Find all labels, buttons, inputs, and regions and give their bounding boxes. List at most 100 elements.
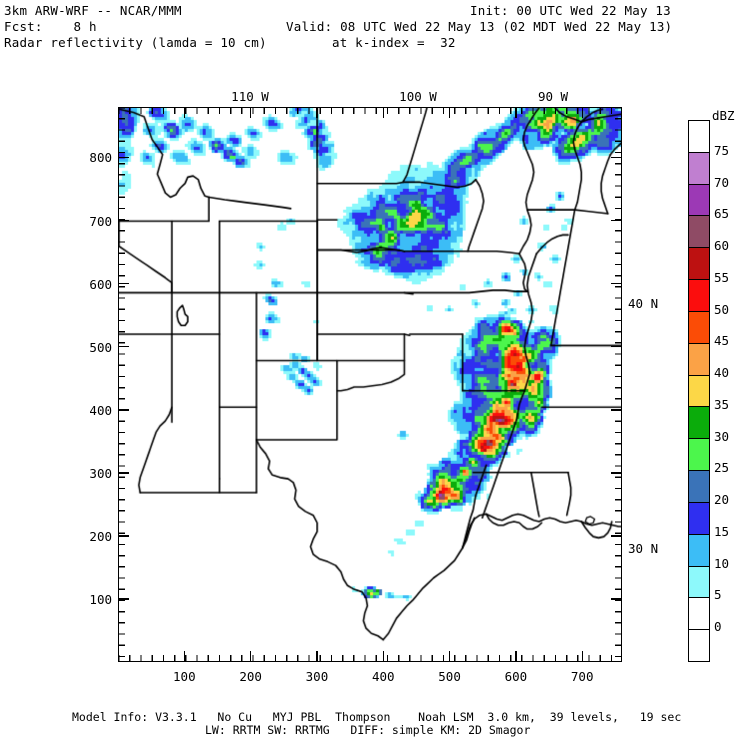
colorbar-cell-20-25 [689,471,709,503]
major-tick-y-right-200 [611,535,622,537]
colorbar-cell-55-60 [689,248,709,281]
x-axis-label-300: 300 [305,669,329,684]
axis-ticks-left [118,107,125,662]
major-tick-y-500 [118,345,129,348]
model-info-line-1: Model Info: V3.3.1 No Cu MYJ PBL Thompso… [72,710,682,724]
colorbar-cell-35-40 [689,375,709,408]
colorbar-cell-above-75 [689,121,709,153]
major-tick-y-right-800 [611,156,622,159]
major-tick-y-right-600 [611,282,622,285]
y-axis-label-100: 100 [89,591,112,607]
k-index-label: at k-index = 32 [332,35,456,50]
colorbar-cell-10-15 [689,534,709,567]
major-tick-y-700 [118,219,129,222]
major-tick-y-100 [118,598,129,600]
colorbar-label-35: 35 [714,396,730,412]
colorbar-cell-0-5 [689,598,709,631]
major-tick-y-right-300 [611,472,622,474]
x-axis-label-600: 600 [504,669,528,684]
colorbar-label-60: 60 [714,238,730,254]
colorbar-label-5: 5 [714,587,722,603]
colorbar-cell-30-35 [689,407,709,440]
colorbar-label-25: 25 [714,460,730,476]
radar-map-plot [118,107,622,662]
colorbar-cell-15-20 [689,502,709,535]
major-tick-y-right-700 [611,219,622,222]
axis-ticks-right [615,107,622,662]
major-tick-x-top-100 [183,107,186,118]
major-tick-x-100 [183,651,186,662]
major-tick-x-400 [382,651,385,662]
colorbar-label-50: 50 [714,301,730,317]
major-tick-y-400 [118,409,129,411]
colorbar-cell-5-10 [689,566,709,599]
y-axis-label-700: 700 [89,213,112,229]
dbz-colorbar [688,120,710,662]
lon-label-100-W: 100 W [399,89,437,104]
colorbar-cell-65-70 [689,184,709,217]
major-tick-x-700 [581,651,583,662]
x-axis-label-700: 700 [570,669,594,684]
forecast-hour-label: Fcst: 8 h [4,19,97,34]
x-axis-label-100: 100 [173,669,196,684]
x-axis-label-200: 200 [239,669,262,684]
model-title: 3km ARW-WRF -- NCAR/MMM [4,3,182,18]
colorbar-label-0: 0 [714,619,722,635]
lon-label-90-W: 90 W [537,89,569,104]
colorbar-label-15: 15 [714,523,730,539]
field-name-label: Radar reflectivity (lamda = 10 cm) [4,35,267,50]
y-axis-label-500: 500 [89,339,112,355]
colorbar-label-30: 30 [714,428,730,444]
y-axis-label-200: 200 [89,528,112,544]
init-time-label: Init: 00 UTC Wed 22 May 13 [470,3,671,18]
colorbar-label-55: 55 [714,269,730,285]
major-tick-x-300 [316,651,318,662]
major-tick-x-top-300 [316,107,318,118]
colorbar-cell-45-50 [689,311,709,344]
colorbar-cell-60-65 [689,216,709,249]
lat-label-30-N: 30 N [628,541,659,556]
major-tick-y-right-400 [611,409,622,411]
major-tick-y-300 [118,472,129,474]
major-tick-y-800 [118,156,129,159]
major-tick-y-600 [118,282,129,285]
colorbar-label-70: 70 [714,174,730,190]
lat-label-40-N: 40 N [628,296,659,311]
major-tick-x-200 [249,651,252,662]
major-tick-x-top-600 [515,107,517,118]
y-axis-label-600: 600 [89,276,112,292]
colorbar-cell-25-30 [689,439,709,472]
y-axis-label-300: 300 [89,465,112,481]
colorbar-label-40: 40 [714,365,730,381]
map-boundaries-overlay [119,108,621,661]
header-block: 3km ARW-WRF -- NCAR/MMM Init: 00 UTC Wed… [0,0,740,56]
axis-ticks-bottom [118,655,622,662]
colorbar-cell-50-55 [689,280,709,312]
major-tick-x-top-500 [448,107,451,118]
major-tick-y-right-500 [611,345,622,348]
y-axis-label-800: 800 [89,150,112,166]
y-axis-label-400: 400 [89,402,112,418]
axis-ticks-top [118,107,622,114]
colorbar-label-45: 45 [714,333,730,349]
lon-label-110-W: 110 W [231,89,269,104]
colorbar-cell-70-75 [689,152,709,185]
x-axis-label-500: 500 [438,669,461,684]
colorbar-cell-40-45 [689,343,709,376]
major-tick-x-top-400 [382,107,385,118]
major-tick-x-top-700 [581,107,583,118]
major-tick-y-200 [118,535,129,537]
colorbar-label-65: 65 [714,206,730,222]
x-axis-label-400: 400 [371,669,395,684]
valid-time-label: Valid: 08 UTC Wed 22 May 13 (02 MDT Wed … [286,19,673,34]
colorbar-cell-below-0 [689,630,709,662]
colorbar-label-20: 20 [714,492,730,508]
major-tick-y-right-100 [611,598,622,600]
major-tick-x-500 [448,651,451,662]
model-info-line-2: LW: RRTM SW: RRTMG DIFF: simple KM: 2D S… [205,723,531,737]
colorbar-label-75: 75 [714,142,730,158]
colorbar-title: dBZ [712,108,735,123]
major-tick-x-top-200 [249,107,252,118]
major-tick-x-600 [515,651,517,662]
colorbar-label-10: 10 [714,555,730,571]
